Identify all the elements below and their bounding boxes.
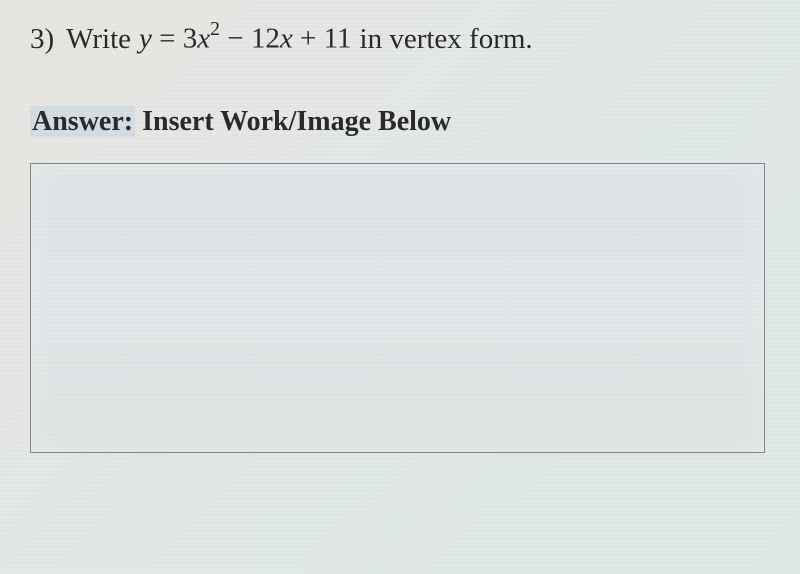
equation: y = 3x2 − 12x + 11: [139, 20, 351, 56]
question-number: 3): [30, 23, 54, 56]
equation-equals: =: [159, 23, 175, 55]
question-prompt-end: in vertex form.: [360, 23, 533, 56]
equation-term2-var: x: [280, 23, 293, 55]
equation-term1-coef: 3: [183, 23, 198, 55]
answer-label: Answer:: [30, 106, 135, 137]
question-prompt-start: Write: [66, 23, 131, 56]
answer-line: Answer: Insert Work/Image Below: [30, 106, 770, 138]
equation-term1-var: x: [197, 23, 210, 55]
answer-input-box[interactable]: [30, 163, 765, 453]
equation-term3: + 11: [293, 23, 352, 55]
equation-term2: − 12: [220, 23, 280, 55]
equation-lhs: y: [139, 23, 152, 55]
answer-instruction: Insert Work/Image Below: [142, 106, 451, 137]
question-line: 3) Write y = 3x2 − 12x + 11 in vertex fo…: [30, 20, 770, 56]
equation-term1-exp: 2: [210, 18, 220, 40]
